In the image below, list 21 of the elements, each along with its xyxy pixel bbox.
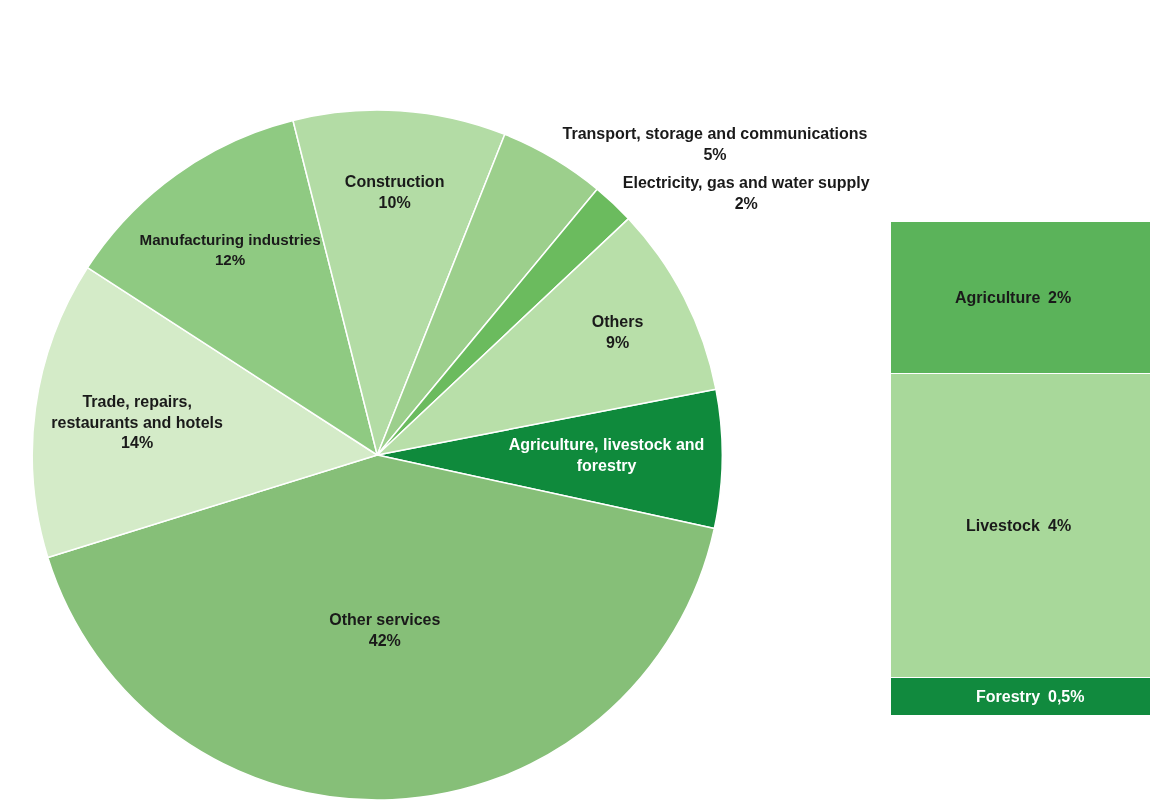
slice-label: Transport, storage and communications <box>562 125 868 143</box>
slice-label: Electricity, gas and water supply <box>622 174 870 192</box>
slice-label: Other services <box>329 611 441 629</box>
data-label: 12% <box>214 250 246 268</box>
slice-label: Others <box>591 313 644 331</box>
slice-label: Trade, repairs, restaurants and hotels <box>51 392 224 431</box>
series-label: Agriculture <box>955 289 1041 306</box>
data-label: 42% <box>368 632 401 650</box>
slice-label: Manufacturing industries <box>139 231 321 249</box>
series-label: Livestock <box>966 517 1040 534</box>
data-label: 5% <box>703 146 727 164</box>
data-label: 2% <box>734 195 758 213</box>
data-label: 9% <box>605 333 630 351</box>
slice-label: Construction <box>344 172 445 190</box>
data-label: 14% <box>121 434 154 452</box>
data-label: 10% <box>378 193 411 211</box>
data-label: 4% <box>1048 517 1072 534</box>
data-label: 2% <box>1048 289 1072 306</box>
series-label: Forestry <box>976 688 1041 705</box>
data-label: 0,5% <box>1048 688 1085 705</box>
slice-label: Agriculture, livestock and forestry <box>508 436 705 474</box>
